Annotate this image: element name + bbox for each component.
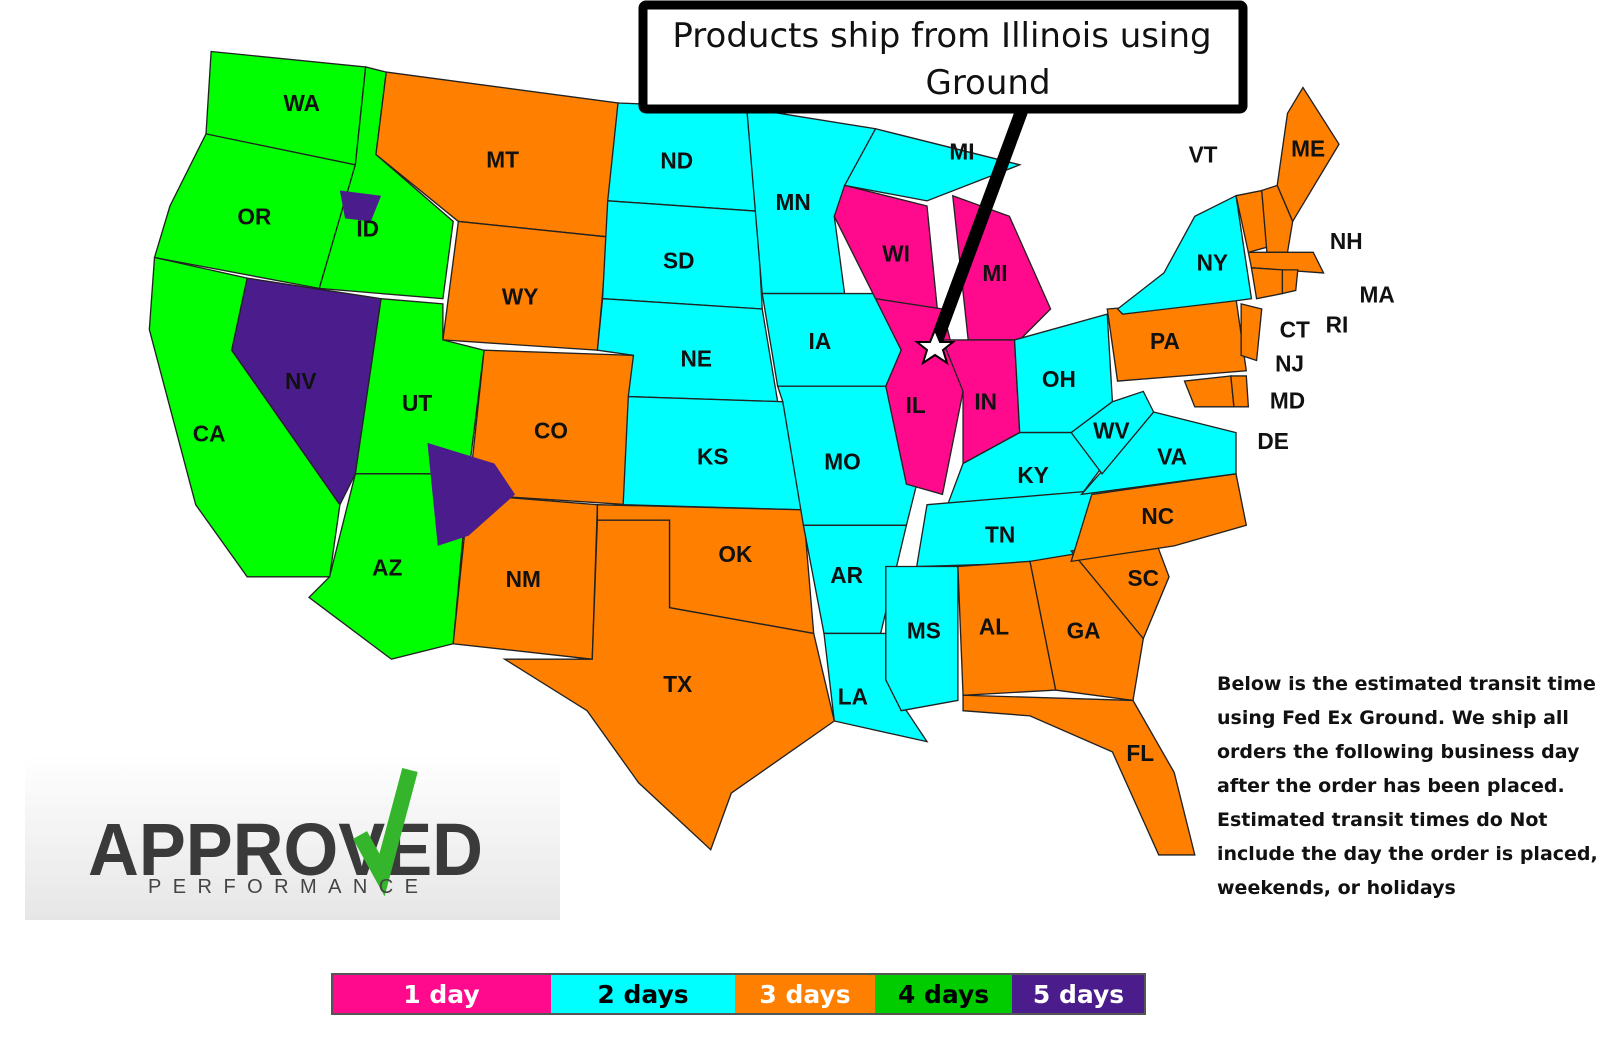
us-map: WA OR CA NV ID MT WY UT AZ CO NM ND SD NE KS OK TX MN IA MO… bbox=[148, 50, 1395, 856]
state-label: TN bbox=[985, 522, 1015, 548]
state-label: WI bbox=[882, 240, 910, 266]
state-region bbox=[843, 127, 1022, 202]
logo-check bbox=[352, 767, 418, 897]
description-line: using Fed Ex Ground. We ship all bbox=[1217, 707, 1569, 729]
origin-star bbox=[914, 327, 956, 366]
state-label: KY bbox=[1017, 462, 1048, 488]
callout-box bbox=[638, 0, 1248, 114]
state-label: IN bbox=[974, 389, 997, 415]
state-label: FL bbox=[1126, 740, 1154, 766]
state-label: ND bbox=[660, 148, 693, 174]
logo-name: APPROVED bbox=[88, 808, 483, 891]
legend-frame bbox=[331, 973, 1146, 1015]
state-region bbox=[1230, 375, 1250, 408]
zone-patch bbox=[427, 442, 515, 546]
state-label: ID bbox=[356, 216, 379, 242]
state-label: NV bbox=[285, 368, 316, 394]
state-region bbox=[1281, 269, 1299, 295]
state-label: SC bbox=[1128, 565, 1159, 591]
legend-swatch bbox=[875, 974, 1012, 1014]
state-label: IL bbox=[906, 392, 926, 418]
state-label: MT bbox=[486, 147, 519, 173]
legend-swatch bbox=[1012, 974, 1145, 1014]
state-label: NY bbox=[1197, 250, 1228, 276]
state-label: NM bbox=[506, 566, 541, 592]
callout-text: Ground bbox=[925, 63, 1050, 103]
legend-label: 4 days bbox=[898, 980, 989, 1009]
legend-swatch bbox=[332, 974, 551, 1014]
state-label: NC bbox=[1141, 503, 1174, 529]
legend-label: 5 days bbox=[1033, 980, 1124, 1009]
state-label: MS bbox=[907, 617, 941, 643]
state-region bbox=[1261, 184, 1294, 254]
state-region bbox=[746, 107, 877, 295]
state-region bbox=[885, 565, 959, 712]
state-label: MN bbox=[775, 189, 810, 215]
state-label: CT bbox=[1280, 317, 1310, 343]
state-label: NE bbox=[681, 345, 712, 371]
state-region bbox=[231, 277, 382, 507]
description-line: weekends, or holidays bbox=[1217, 877, 1456, 899]
state-label: WA bbox=[284, 90, 320, 116]
legend-swatch bbox=[735, 974, 875, 1014]
callout-text: Products ship from Illinois using bbox=[672, 16, 1211, 56]
legend-label: 2 days bbox=[597, 980, 688, 1009]
state-label: DE bbox=[1257, 428, 1288, 454]
state-label: MI bbox=[949, 138, 974, 164]
description-line: Below is the estimated transit time bbox=[1217, 673, 1596, 695]
legend-label: 3 days bbox=[759, 980, 850, 1009]
description-line: after the order has been placed. bbox=[1217, 775, 1565, 797]
logo-background bbox=[25, 755, 560, 920]
state-label: IA bbox=[809, 328, 832, 354]
legend-swatch bbox=[551, 974, 735, 1014]
state-region bbox=[1116, 194, 1253, 315]
state-label: AL bbox=[979, 613, 1009, 639]
description-line: orders the following business day bbox=[1217, 741, 1580, 763]
state-label: OK bbox=[718, 541, 753, 567]
state-label: OR bbox=[237, 203, 271, 229]
state-label: CA bbox=[193, 421, 226, 447]
state-label: ME bbox=[1291, 135, 1325, 161]
legend-label: 1 day bbox=[403, 980, 479, 1009]
state-label: OH bbox=[1042, 366, 1076, 392]
state-label: VA bbox=[1157, 443, 1187, 469]
state-label: SD bbox=[663, 248, 694, 274]
state-label: CO bbox=[534, 418, 568, 444]
state-label: NJ bbox=[1275, 351, 1304, 377]
state-label: NH bbox=[1330, 228, 1363, 254]
state-label: MI bbox=[982, 260, 1007, 286]
state-label: WY bbox=[502, 284, 538, 310]
state-region bbox=[502, 519, 836, 851]
description-line: include the day the order is placed, bbox=[1217, 843, 1598, 865]
state-label: MO bbox=[824, 448, 861, 474]
state-label: PA bbox=[1150, 328, 1180, 354]
state-label: LA bbox=[838, 683, 868, 709]
state-label: MD bbox=[1270, 388, 1305, 414]
state-label: AZ bbox=[372, 555, 402, 581]
state-label: KS bbox=[697, 443, 728, 469]
state-region bbox=[962, 694, 1196, 856]
state-label: AR bbox=[830, 562, 863, 588]
overlay: APPROVED PERFORMANCE Products ship from … bbox=[25, 0, 1598, 1015]
state-label: MA bbox=[1359, 282, 1394, 308]
state-label: GA bbox=[1067, 617, 1101, 643]
state-label: VT bbox=[1189, 142, 1218, 168]
callout-pointer bbox=[928, 107, 1029, 348]
state-label: TX bbox=[663, 671, 692, 697]
zone-patch bbox=[339, 190, 382, 222]
state-label: RI bbox=[1326, 311, 1349, 337]
state-region bbox=[1250, 267, 1284, 300]
state-region bbox=[1240, 302, 1263, 362]
description-line: Estimated transit times do Not bbox=[1217, 809, 1548, 831]
state-label: WV bbox=[1093, 418, 1130, 444]
state-label: UT bbox=[402, 390, 432, 416]
state-region bbox=[1070, 390, 1155, 475]
state-region bbox=[823, 632, 929, 743]
state-region bbox=[1247, 251, 1325, 274]
state-region bbox=[153, 133, 357, 290]
